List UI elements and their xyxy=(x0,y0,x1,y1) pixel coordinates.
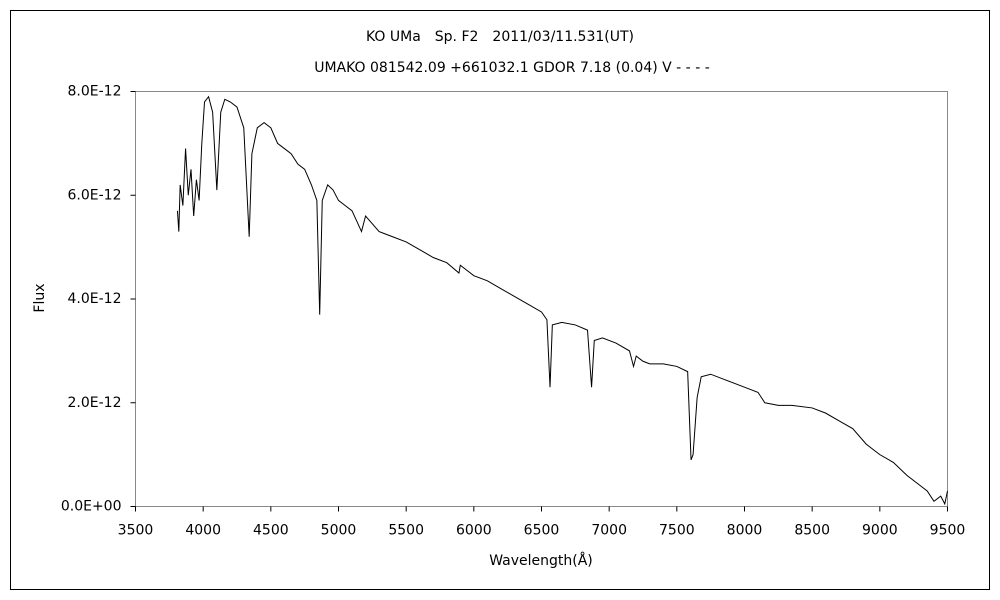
chart-title: KO UMa Sp. F2 2011/03/11.531(UT) xyxy=(366,29,634,45)
x-tick-label: 5000 xyxy=(321,523,357,539)
chart-subtitle: UMAKO 081542.09 +661032.1 GDOR 7.18 (0.0… xyxy=(314,60,710,76)
x-tick-label: 9500 xyxy=(930,523,966,539)
x-tick-label: 4500 xyxy=(253,523,289,539)
x-axis-label: Wavelength(Å) xyxy=(489,552,593,569)
y-tick-label: 0.0E+00 xyxy=(61,499,122,515)
chart-border xyxy=(10,10,990,590)
x-tick-label: 4000 xyxy=(185,523,221,539)
x-tick-label: 9000 xyxy=(862,523,898,539)
y-axis-label: Flux xyxy=(32,283,48,312)
x-tick-label: 3500 xyxy=(118,523,154,539)
y-tick-label: 6.0E-12 xyxy=(68,187,122,203)
plot-frame xyxy=(135,91,948,507)
x-tick-label: 8500 xyxy=(794,523,830,539)
x-tick-label: 5500 xyxy=(388,523,424,539)
y-tick-label: 2.0E-12 xyxy=(68,395,122,411)
y-tick-label: 8.0E-12 xyxy=(68,84,122,100)
x-tick-label: 6000 xyxy=(456,523,492,539)
x-tick-label: 7500 xyxy=(659,523,695,539)
x-tick-label: 6500 xyxy=(524,523,560,539)
x-tick-label: 8000 xyxy=(727,523,763,539)
spectrum-line xyxy=(176,95,948,506)
y-tick-label: 4.0E-12 xyxy=(68,291,122,307)
x-tick-label: 7000 xyxy=(591,523,627,539)
